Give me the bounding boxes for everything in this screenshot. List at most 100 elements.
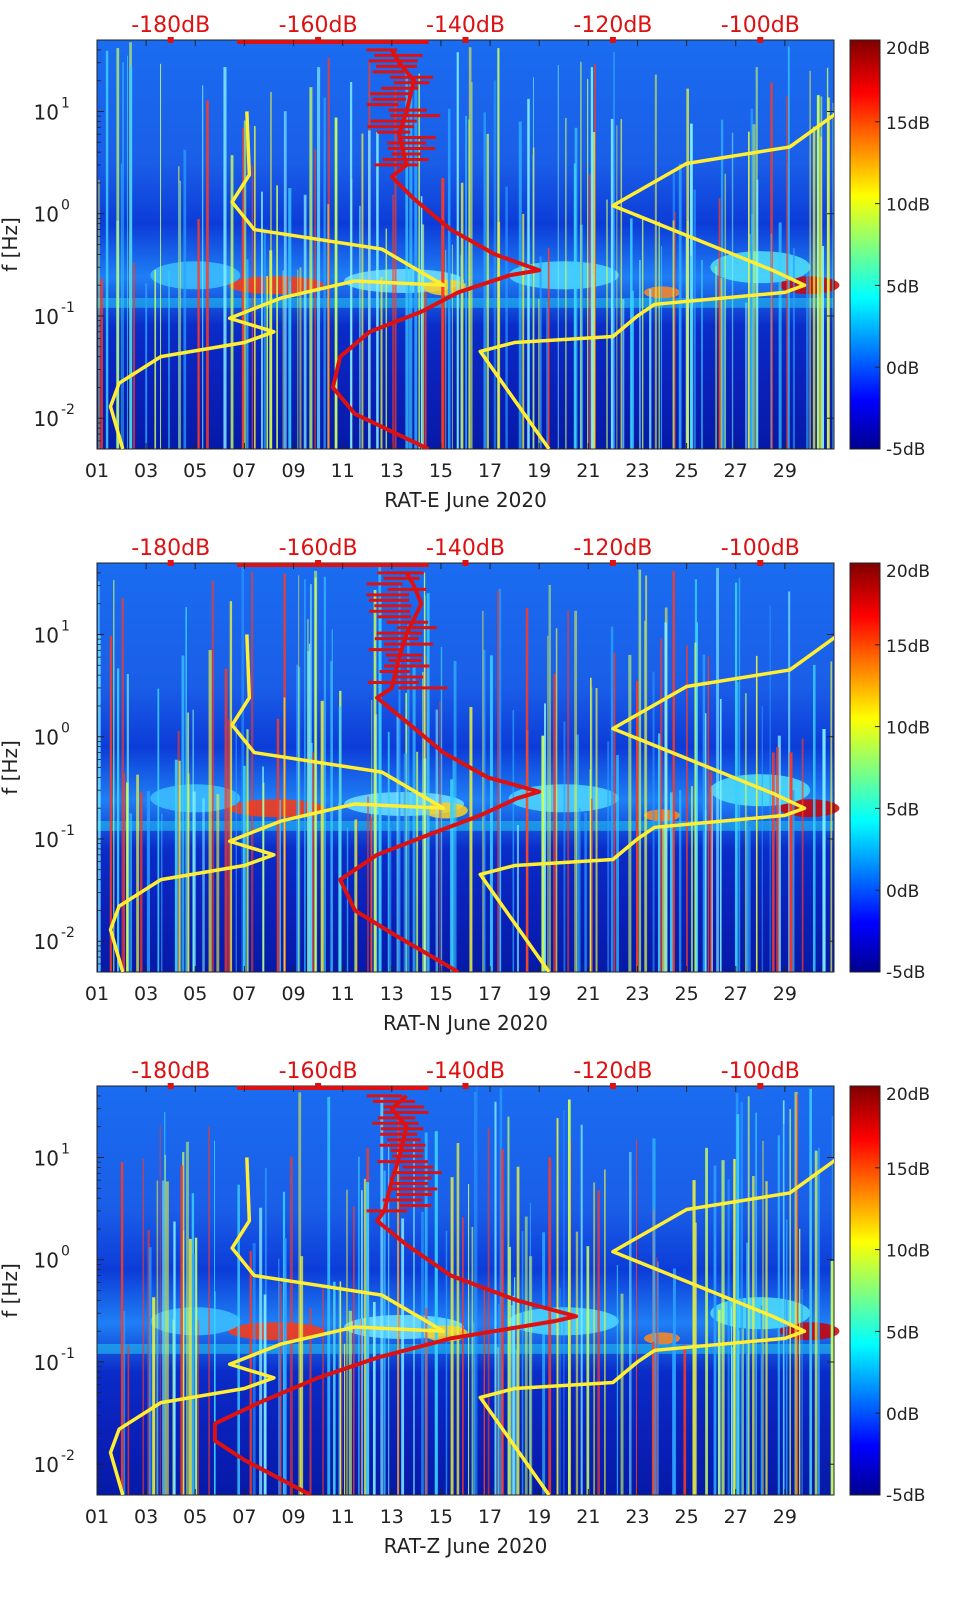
spectrogram-streak xyxy=(483,649,486,972)
spectrogram-streak xyxy=(656,1257,658,1495)
x-tick-label: 27 xyxy=(724,1506,748,1528)
spectrogram-streak xyxy=(483,112,486,449)
spectrogram-streak xyxy=(628,654,632,972)
top-db-tick xyxy=(462,560,469,566)
top-db-tick xyxy=(609,1083,616,1089)
x-axis-label: RAT-E June 2020 xyxy=(384,488,547,512)
spectrogram-streak xyxy=(279,800,281,972)
spectrogram-streak xyxy=(297,269,299,449)
spectrogram-streak xyxy=(250,571,254,972)
spectrogram-streak xyxy=(435,709,439,972)
spectrogram-streak xyxy=(747,1096,750,1495)
y-axis-label: f [Hz] xyxy=(0,217,22,272)
spectrogram-streak xyxy=(654,74,657,449)
spectrogram-background xyxy=(97,563,834,972)
spectrogram-streak xyxy=(468,119,470,449)
spectrogram-streak xyxy=(559,1287,561,1495)
spectrogram-streak xyxy=(770,233,772,449)
spectrogram-streak xyxy=(597,1190,600,1495)
spectrogram-streak xyxy=(113,579,115,972)
spectrogram-streak xyxy=(407,624,410,972)
spectrogram-streak xyxy=(424,291,427,449)
spectrogram-streak xyxy=(718,198,721,449)
spectrogram-streak xyxy=(832,102,834,449)
spectrogram-streak xyxy=(645,575,648,972)
colorbar-label: 10dB xyxy=(886,196,930,216)
spectrogram-streak xyxy=(467,1184,470,1495)
spectrogram-streak xyxy=(450,1177,454,1495)
x-tick-label: 25 xyxy=(675,460,699,482)
spectrogram-streak xyxy=(450,779,454,972)
spectrogram-streak xyxy=(537,299,540,449)
spectrogram-streak xyxy=(641,216,644,449)
spectrogram-streak xyxy=(695,622,698,972)
spectrogram-streak xyxy=(263,231,266,449)
spectrogram-streak xyxy=(812,126,816,449)
y-tick-exponent: 0 xyxy=(61,1244,70,1260)
spectrogram-streak xyxy=(251,164,253,449)
top-db-label: -120dB xyxy=(573,13,652,38)
spectrogram-streak xyxy=(660,245,663,449)
y-axis-label: f [Hz] xyxy=(0,1263,22,1318)
spectrogram-streak xyxy=(752,124,756,449)
spectrogram-streak xyxy=(327,204,330,449)
x-tick-label: 09 xyxy=(281,1506,305,1528)
spectrogram-streak xyxy=(187,773,190,972)
y-tick-label: 10 xyxy=(34,726,59,750)
colorbar xyxy=(849,39,881,450)
spectrogram-streak xyxy=(587,78,589,449)
spectrogram-streak xyxy=(499,1088,503,1495)
spectrogram-streak xyxy=(806,272,809,449)
colorbar-label: 0dB xyxy=(886,359,919,379)
spectrogram-streak xyxy=(532,147,535,449)
x-tick-label: 09 xyxy=(281,460,305,482)
spectrogram-streak xyxy=(388,1143,390,1495)
spectrogram-streak xyxy=(383,1170,386,1495)
spectrogram-streak xyxy=(652,1138,656,1495)
spectrogram-streak xyxy=(765,1181,768,1495)
spectrogram-streak xyxy=(202,85,204,449)
spectrogram-streak xyxy=(750,108,754,449)
spectrogram-streak xyxy=(749,234,752,449)
spectrogram-streak xyxy=(722,277,726,449)
spectrogram-streak xyxy=(98,635,101,972)
spectrogram-streak xyxy=(323,97,326,449)
spectrogram-streak xyxy=(486,133,489,449)
spectrogram-streak xyxy=(704,713,707,972)
spectrogram-streak xyxy=(372,1301,376,1495)
spectrogram-streak xyxy=(548,1157,552,1495)
spectrogram-streak xyxy=(133,262,136,449)
spectrogram-streak xyxy=(651,1341,655,1495)
spectrogram-streak xyxy=(338,1290,340,1495)
y-tick-exponent: -2 xyxy=(61,402,75,418)
spectrogram-streak xyxy=(744,693,747,972)
spectrogram-streak xyxy=(314,148,316,449)
spectrogram-streak xyxy=(165,1181,169,1495)
x-tick-label: 27 xyxy=(724,460,748,482)
spectral-energy-band xyxy=(97,1343,834,1354)
spectrogram-streak xyxy=(465,124,468,449)
x-tick-label: 11 xyxy=(331,1506,355,1528)
spectrogram-streak xyxy=(686,88,690,449)
colorbar-label: 10dB xyxy=(886,1242,930,1262)
spectrogram-streaks xyxy=(120,1086,834,1495)
spectrogram-streak xyxy=(168,271,170,449)
spectrogram-streak xyxy=(638,569,642,972)
spectrogram-streak xyxy=(584,812,587,972)
spectrogram-streak xyxy=(278,1258,280,1495)
spectrogram-streak xyxy=(816,95,820,449)
spectrogram-streak xyxy=(159,63,162,449)
spectrogram-streak xyxy=(249,1251,252,1495)
spectral-energy-band xyxy=(97,820,834,831)
spectrogram-streak xyxy=(385,228,388,449)
x-tick-label: 15 xyxy=(429,460,453,482)
spectrogram-streak xyxy=(736,1114,740,1495)
y-tick-exponent: -1 xyxy=(61,1346,75,1362)
top-db-tick xyxy=(167,37,174,43)
top-db-tick xyxy=(462,1083,469,1089)
spectrogram-streak xyxy=(613,51,615,449)
spectrogram-streak xyxy=(736,681,739,972)
colorbar-label: 20dB xyxy=(886,1085,930,1105)
spectrogram-streak xyxy=(416,751,419,972)
